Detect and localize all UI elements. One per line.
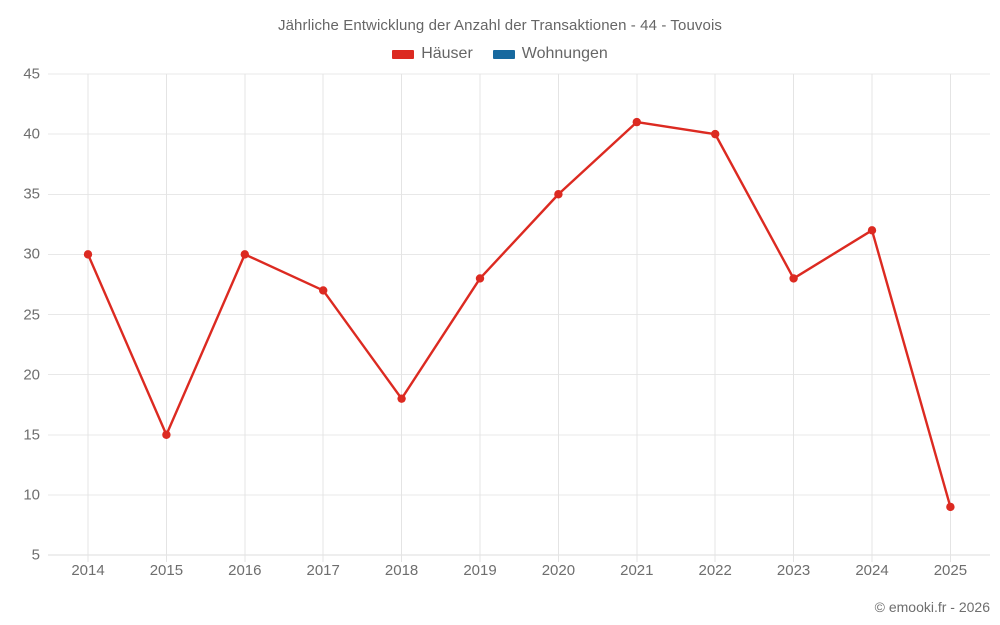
data-point[interactable]	[397, 394, 406, 403]
legend-item-2[interactable]: Wohnungen	[492, 45, 608, 63]
chart-legend: Häuser Wohnungen	[0, 45, 1000, 63]
series-layer	[83, 117, 955, 512]
data-point[interactable]	[867, 226, 877, 235]
y-axis: 5 10 15 20 25 30 35 40 45	[0, 66, 40, 564]
y-tick-label: 30	[23, 245, 40, 263]
x-tick-label: 2019	[463, 562, 497, 579]
data-point[interactable]	[946, 502, 955, 512]
legend-item-1[interactable]: Häuser	[392, 45, 473, 63]
x-tick-label: 2018	[384, 562, 419, 579]
gridlines	[48, 73, 990, 562]
y-tick-label: 40	[23, 125, 40, 143]
y-tick-label: 10	[23, 486, 40, 504]
legend-label: Wohnungen	[521, 45, 608, 62]
x-tick-label: 2014	[71, 562, 105, 579]
chart-title: Jährliche Entwicklung der Anzahl der Tra…	[278, 17, 722, 34]
legend-label: Häuser	[421, 45, 473, 62]
legend-swatch-icon	[492, 49, 515, 59]
data-point[interactable]	[789, 274, 798, 283]
data-point[interactable]	[319, 286, 328, 295]
data-point[interactable]	[554, 190, 563, 199]
y-tick-label: 25	[23, 306, 40, 323]
y-tick-label: 45	[23, 65, 40, 83]
data-point[interactable]	[711, 129, 720, 139]
x-tick-label: 2017	[306, 562, 340, 579]
legend-swatch-icon	[392, 49, 415, 59]
x-tick-label: 2024	[855, 562, 889, 579]
plot-area	[48, 73, 990, 562]
data-point[interactable]	[240, 250, 249, 259]
x-tick-label: 2015	[149, 562, 184, 579]
x-tick-label: 2021	[620, 562, 654, 579]
y-tick-label: 15	[23, 426, 40, 444]
data-point[interactable]	[162, 430, 171, 439]
data-point[interactable]	[475, 274, 485, 283]
footer-copyright: © emooki.fr - 2026	[874, 599, 990, 615]
x-tick-label: 2016	[228, 562, 262, 579]
series-line	[86, 120, 952, 509]
x-axis: 2014 2015 2016 2017 2018 2019 2020 2021 2022 2023…	[48, 562, 990, 586]
data-point[interactable]	[632, 117, 641, 127]
y-tick-label: 35	[23, 185, 40, 203]
data-point[interactable]	[83, 250, 93, 259]
y-tick-label: 20	[23, 366, 40, 384]
x-tick-label: 2023	[776, 562, 811, 579]
x-tick-label: 2020	[541, 562, 576, 579]
x-tick-label: 2025	[933, 562, 968, 579]
y-tick-label: 5	[31, 546, 40, 564]
series-1	[83, 117, 955, 512]
x-tick-label: 2022	[698, 562, 732, 579]
